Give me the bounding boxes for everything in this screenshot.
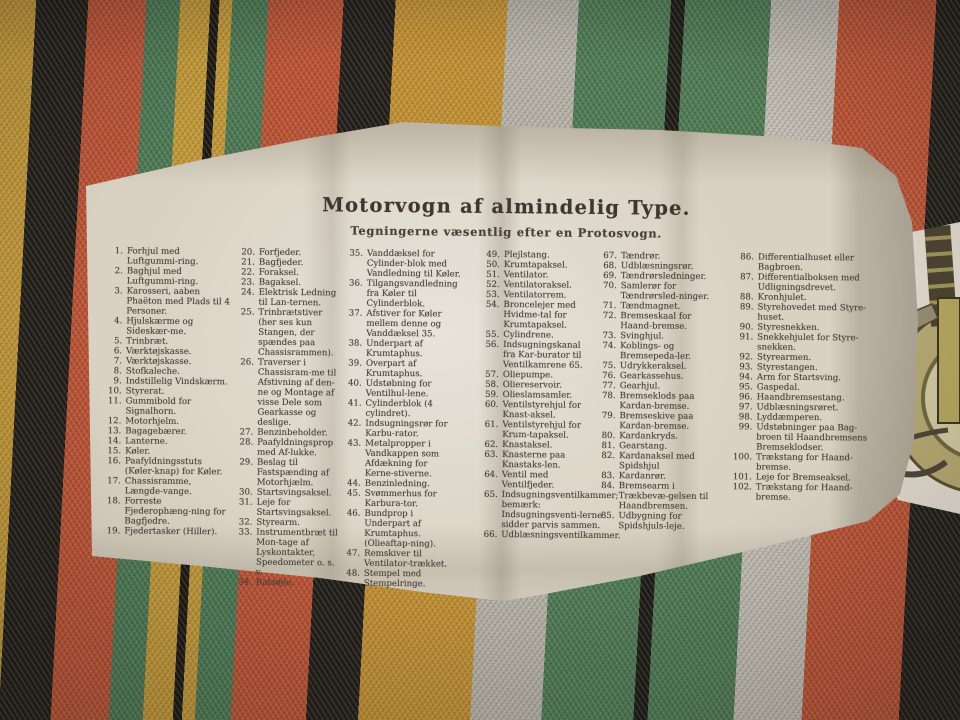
- document-sheet: [86, 122, 918, 601]
- photo-scene: Motorvogn af almindelig Type. Tegningern…: [0, 0, 960, 720]
